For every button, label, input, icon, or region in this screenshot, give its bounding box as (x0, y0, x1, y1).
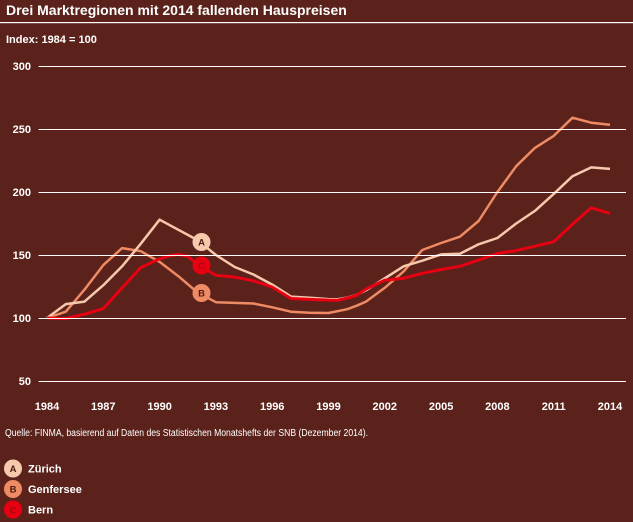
svg-text:Bern: Bern (28, 505, 53, 517)
svg-text:2005: 2005 (429, 401, 453, 413)
svg-text:200: 200 (13, 187, 31, 199)
svg-text:Quelle: FINMA, basierend auf D: Quelle: FINMA, basierend auf Daten des S… (5, 428, 368, 439)
svg-text:1987: 1987 (91, 401, 115, 413)
svg-text:B: B (198, 289, 205, 300)
svg-text:50: 50 (19, 376, 31, 388)
svg-text:C: C (10, 505, 17, 516)
svg-text:1999: 1999 (316, 401, 340, 413)
svg-text:100: 100 (13, 313, 31, 325)
svg-text:250: 250 (13, 124, 31, 136)
svg-text:150: 150 (13, 250, 31, 262)
svg-text:Drei Marktregionen mit 2014 fa: Drei Marktregionen mit 2014 fallenden Ha… (6, 2, 347, 18)
svg-text:300: 300 (13, 61, 31, 73)
svg-text:1990: 1990 (147, 401, 171, 413)
svg-text:C: C (198, 261, 205, 272)
svg-text:2002: 2002 (373, 401, 397, 413)
svg-text:Zürich: Zürich (28, 464, 62, 476)
svg-text:2014: 2014 (598, 401, 623, 413)
svg-text:Index: 1984 = 100: Index: 1984 = 100 (6, 34, 97, 46)
svg-text:2008: 2008 (485, 401, 509, 413)
svg-text:2011: 2011 (542, 401, 566, 413)
svg-text:B: B (10, 485, 17, 496)
svg-text:1993: 1993 (204, 401, 228, 413)
svg-text:Genfersee: Genfersee (28, 484, 82, 496)
svg-text:A: A (10, 464, 17, 475)
svg-text:1996: 1996 (260, 401, 284, 413)
svg-text:1984: 1984 (35, 401, 60, 413)
svg-text:A: A (198, 238, 205, 249)
